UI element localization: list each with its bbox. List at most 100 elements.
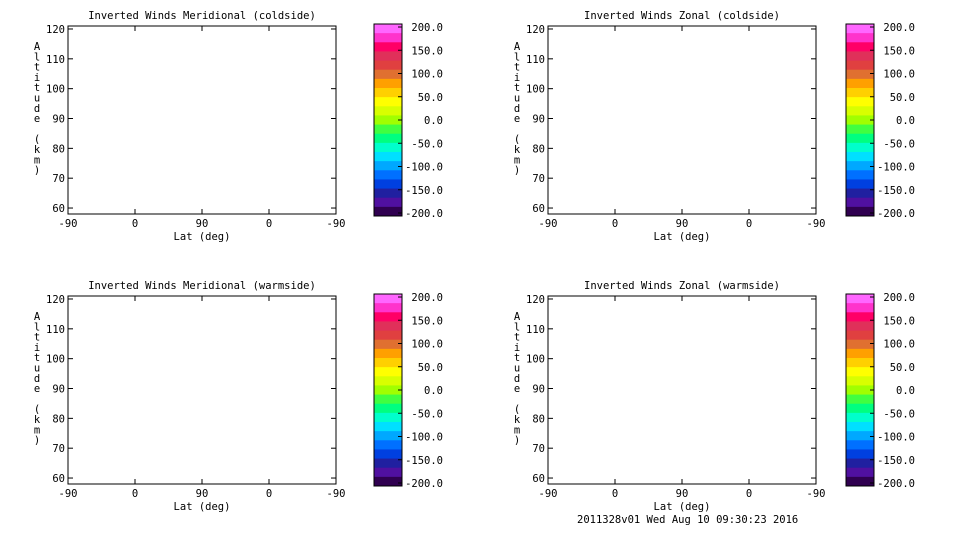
colorbar-segment: [846, 358, 874, 368]
colorbar-segment: [846, 51, 874, 62]
colorbar-tick-label: -50.0: [883, 408, 915, 420]
x-tick-label: -90: [539, 488, 558, 500]
colorbar-segment: [374, 115, 402, 126]
colorbar-segment: [846, 206, 874, 217]
colorbar-segment: [374, 376, 402, 386]
colorbar-tick-label: 200.0: [883, 22, 915, 34]
x-axis-label: Lat (deg): [174, 501, 231, 513]
y-tick-label: 80: [532, 143, 545, 155]
colorbar-segment: [374, 133, 402, 144]
colorbar-segment: [846, 170, 874, 180]
y-tick-label: 70: [532, 443, 545, 455]
colorbar-segment: [374, 358, 402, 368]
colorbar-segment: [374, 161, 402, 171]
y-tick-label: 90: [532, 384, 545, 396]
colorbar-segment: [846, 161, 874, 171]
colorbar-segment: [846, 97, 874, 107]
colorbar-segment: [846, 142, 874, 153]
colorbar-segment: [846, 78, 874, 89]
colorbar-tick-label: 100.0: [411, 69, 443, 81]
x-tick-label: 0: [266, 218, 272, 230]
colorbar-tick-label: 100.0: [883, 339, 915, 351]
colorbar-tick-label: -150.0: [877, 185, 915, 197]
x-tick-label: -90: [59, 488, 78, 500]
colorbar-tick-label: -200.0: [877, 478, 915, 490]
footer-timestamp: 2011328v01 Wed Aug 10 09:30:23 2016: [577, 514, 799, 526]
colorbar-segment: [374, 294, 402, 304]
colorbar-tick-label: 150.0: [411, 45, 443, 57]
colorbar-segment: [846, 431, 874, 441]
colorbar-tick-label: 150.0: [883, 45, 915, 57]
y-tick-label: 120: [46, 24, 65, 36]
x-tick-label: 0: [132, 488, 138, 500]
chart-title: Inverted Winds Meridional (warmside): [88, 280, 316, 292]
x-tick-label: -90: [59, 218, 78, 230]
colorbar-tick-label: 150.0: [411, 315, 443, 327]
panel-3: Inverted Winds Meridional (warmside) 60 70…: [34, 280, 443, 513]
y-tick-label: 60: [532, 473, 545, 485]
colorbar-segment: [374, 330, 402, 341]
colorbar-tick-label: -150.0: [877, 455, 915, 467]
colorbar-segment: [846, 330, 874, 341]
colorbar-segment: [846, 412, 874, 423]
x-tick-label: 90: [196, 488, 209, 500]
colorbar-segment: [374, 321, 402, 332]
y-tick-label: 70: [52, 173, 65, 185]
colorbar-segment: [846, 476, 874, 487]
chart-title: Inverted Winds Zonal (coldside): [584, 10, 780, 22]
colorbar-segment: [846, 312, 874, 322]
colorbar-tick-label: 50.0: [890, 92, 915, 104]
colorbar-segment: [374, 206, 402, 217]
colorbar-tick-label: -150.0: [405, 455, 443, 467]
colorbar-tick-label: 100.0: [883, 69, 915, 81]
colorbar-segment: [374, 152, 402, 162]
colorbar-segment: [846, 367, 874, 377]
colorbar-segment: [374, 42, 402, 52]
colorbar-segment: [374, 24, 402, 34]
colorbar-tick-label: -200.0: [877, 208, 915, 220]
plot-area: [67, 25, 337, 215]
x-tick-label: 0: [612, 218, 618, 230]
y-tick-label: 60: [532, 203, 545, 215]
colorbar-tick-label: 200.0: [883, 292, 915, 304]
colorbar-segment: [374, 303, 402, 313]
colorbar-tick-label: 50.0: [418, 362, 443, 374]
colorbar-segment: [374, 348, 402, 359]
colorbar-tick-label: -100.0: [877, 162, 915, 174]
colorbar-tick-label: -100.0: [405, 162, 443, 174]
y-tick-label: 70: [532, 173, 545, 185]
colorbar-tick-label: 150.0: [883, 315, 915, 327]
colorbar-segment: [374, 51, 402, 62]
panel-1: Inverted Winds Meridional (coldside) 60 70…: [34, 10, 443, 243]
colorbar-segment: [374, 106, 402, 116]
colorbar-segment: [374, 458, 402, 469]
x-tick-label: 0: [746, 488, 752, 500]
x-tick-label: 90: [676, 218, 689, 230]
colorbar-segment: [374, 197, 402, 208]
colorbar-segment: [846, 339, 874, 350]
plot-area: [67, 295, 337, 485]
colorbar-segment: [846, 24, 874, 34]
y-tick-label: 110: [46, 54, 65, 66]
colorbar-segment: [846, 60, 874, 71]
x-tick-label: 0: [266, 488, 272, 500]
x-axis-label: Lat (deg): [654, 501, 711, 513]
x-axis-label: Lat (deg): [174, 231, 231, 243]
y-tick-label: 110: [526, 324, 545, 336]
colorbar-segment: [846, 403, 874, 414]
x-axis-label: Lat (deg): [654, 231, 711, 243]
y-tick-label: 90: [52, 114, 65, 126]
colorbar-segment: [846, 449, 874, 460]
colorbar-tick-label: -200.0: [405, 478, 443, 490]
y-tick-label: 120: [526, 24, 545, 36]
colorbar-tick-label: 0.0: [896, 385, 915, 397]
colorbar-segment: [374, 339, 402, 350]
colorbar-segment: [374, 97, 402, 107]
x-tick-label: 90: [196, 218, 209, 230]
plot-area: [547, 25, 817, 215]
y-tick-label: 110: [46, 324, 65, 336]
colorbar-segment: [374, 422, 402, 432]
colorbar-segment: [846, 188, 874, 199]
y-tick-label: 100: [46, 84, 65, 96]
